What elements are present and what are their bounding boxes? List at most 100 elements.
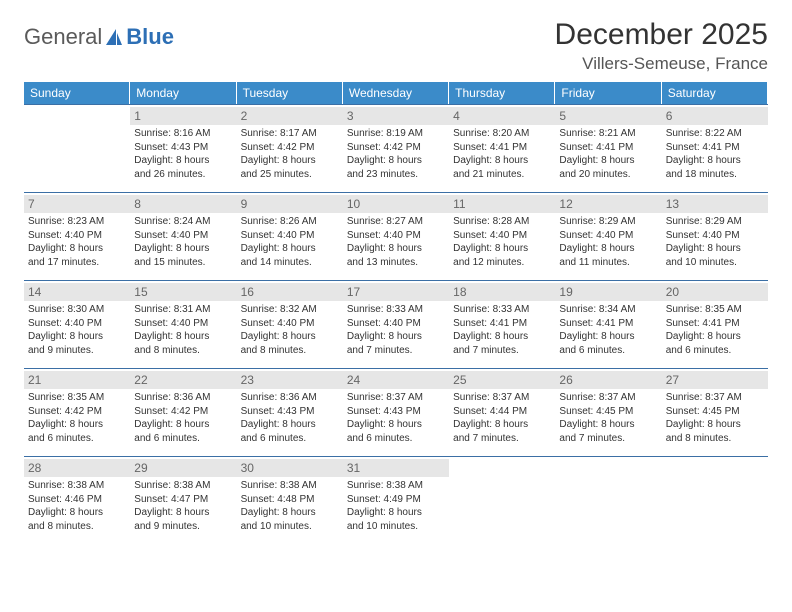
day-number: 5 [555,107,661,125]
day-number: 8 [130,195,236,213]
daylight-text: Daylight: 8 hours [134,506,232,520]
day-number: 20 [662,283,768,301]
daylight-text: and 20 minutes. [559,168,657,182]
calendar-cell: 12Sunrise: 8:29 AMSunset: 4:40 PMDayligh… [555,192,661,280]
day-number: 14 [24,283,130,301]
day-number: 31 [343,459,449,477]
sunrise-text: Sunrise: 8:26 AM [241,215,339,229]
sunset-text: Sunset: 4:41 PM [453,317,551,331]
daylight-text: Daylight: 8 hours [559,242,657,256]
daylight-text: and 12 minutes. [453,256,551,270]
daylight-text: and 13 minutes. [347,256,445,270]
daylight-text: and 21 minutes. [453,168,551,182]
calendar-cell: 25Sunrise: 8:37 AMSunset: 4:44 PMDayligh… [449,368,555,456]
day-number: 18 [449,283,555,301]
daylight-text: Daylight: 8 hours [134,154,232,168]
logo-text-blue: Blue [126,24,174,50]
day-number: 16 [237,283,343,301]
daylight-text: and 26 minutes. [134,168,232,182]
daylight-text: Daylight: 8 hours [347,418,445,432]
daylight-text: Daylight: 8 hours [134,330,232,344]
sunrise-text: Sunrise: 8:36 AM [134,391,232,405]
day-number: 30 [237,459,343,477]
sunrise-text: Sunrise: 8:22 AM [666,127,764,141]
logo-sail-icon [104,27,124,47]
sunset-text: Sunset: 4:40 PM [28,229,126,243]
daylight-text: Daylight: 8 hours [28,242,126,256]
sunset-text: Sunset: 4:40 PM [241,317,339,331]
sunset-text: Sunset: 4:40 PM [347,229,445,243]
daylight-text: and 6 minutes. [666,344,764,358]
day-number: 13 [662,195,768,213]
day-number: 25 [449,371,555,389]
daylight-text: and 23 minutes. [347,168,445,182]
calendar-cell [449,456,555,544]
daylight-text: Daylight: 8 hours [28,330,126,344]
calendar-cell: 6Sunrise: 8:22 AMSunset: 4:41 PMDaylight… [662,104,768,192]
dow-header: Wednesday [343,82,449,104]
calendar-cell: 3Sunrise: 8:19 AMSunset: 4:42 PMDaylight… [343,104,449,192]
sunrise-text: Sunrise: 8:38 AM [28,479,126,493]
day-number: 27 [662,371,768,389]
logo-text-general: General [24,24,102,50]
sunrise-text: Sunrise: 8:24 AM [134,215,232,229]
day-number: 7 [24,195,130,213]
day-number: 3 [343,107,449,125]
calendar-cell: 23Sunrise: 8:36 AMSunset: 4:43 PMDayligh… [237,368,343,456]
daylight-text: Daylight: 8 hours [666,330,764,344]
calendar-cell: 22Sunrise: 8:36 AMSunset: 4:42 PMDayligh… [130,368,236,456]
daylight-text: Daylight: 8 hours [559,330,657,344]
dow-header: Friday [555,82,661,104]
daylight-text: and 7 minutes. [347,344,445,358]
sunset-text: Sunset: 4:46 PM [28,493,126,507]
daylight-text: and 18 minutes. [666,168,764,182]
sunset-text: Sunset: 4:40 PM [134,317,232,331]
calendar-cell: 9Sunrise: 8:26 AMSunset: 4:40 PMDaylight… [237,192,343,280]
daylight-text: Daylight: 8 hours [347,242,445,256]
daylight-text: Daylight: 8 hours [347,330,445,344]
sunrise-text: Sunrise: 8:27 AM [347,215,445,229]
sunrise-text: Sunrise: 8:17 AM [241,127,339,141]
daylight-text: and 8 minutes. [28,520,126,534]
daylight-text: Daylight: 8 hours [241,506,339,520]
calendar-cell: 28Sunrise: 8:38 AMSunset: 4:46 PMDayligh… [24,456,130,544]
day-number: 1 [130,107,236,125]
daylight-text: and 25 minutes. [241,168,339,182]
sunset-text: Sunset: 4:41 PM [666,141,764,155]
sunrise-text: Sunrise: 8:36 AM [241,391,339,405]
daylight-text: Daylight: 8 hours [453,418,551,432]
calendar-cell: 1Sunrise: 8:16 AMSunset: 4:43 PMDaylight… [130,104,236,192]
calendar-cell: 27Sunrise: 8:37 AMSunset: 4:45 PMDayligh… [662,368,768,456]
sunset-text: Sunset: 4:48 PM [241,493,339,507]
daylight-text: Daylight: 8 hours [347,154,445,168]
dow-header: Sunday [24,82,130,104]
location-label: Villers-Semeuse, France [555,54,768,74]
daylight-text: Daylight: 8 hours [241,154,339,168]
sunrise-text: Sunrise: 8:37 AM [453,391,551,405]
calendar-cell: 10Sunrise: 8:27 AMSunset: 4:40 PMDayligh… [343,192,449,280]
dow-header: Thursday [449,82,555,104]
day-number: 6 [662,107,768,125]
sunset-text: Sunset: 4:43 PM [134,141,232,155]
sunrise-text: Sunrise: 8:30 AM [28,303,126,317]
day-number: 17 [343,283,449,301]
calendar-cell: 26Sunrise: 8:37 AMSunset: 4:45 PMDayligh… [555,368,661,456]
daylight-text: Daylight: 8 hours [134,242,232,256]
daylight-text: Daylight: 8 hours [666,242,764,256]
calendar-cell: 11Sunrise: 8:28 AMSunset: 4:40 PMDayligh… [449,192,555,280]
daylight-text: and 9 minutes. [134,520,232,534]
sunrise-text: Sunrise: 8:38 AM [134,479,232,493]
sunset-text: Sunset: 4:40 PM [347,317,445,331]
calendar-cell [24,104,130,192]
sunrise-text: Sunrise: 8:28 AM [453,215,551,229]
sunset-text: Sunset: 4:49 PM [347,493,445,507]
daylight-text: Daylight: 8 hours [134,418,232,432]
day-number: 9 [237,195,343,213]
calendar-cell: 4Sunrise: 8:20 AMSunset: 4:41 PMDaylight… [449,104,555,192]
sunset-text: Sunset: 4:41 PM [453,141,551,155]
day-number: 11 [449,195,555,213]
month-title: December 2025 [555,18,768,52]
daylight-text: Daylight: 8 hours [28,506,126,520]
sunrise-text: Sunrise: 8:37 AM [666,391,764,405]
calendar-cell: 18Sunrise: 8:33 AMSunset: 4:41 PMDayligh… [449,280,555,368]
